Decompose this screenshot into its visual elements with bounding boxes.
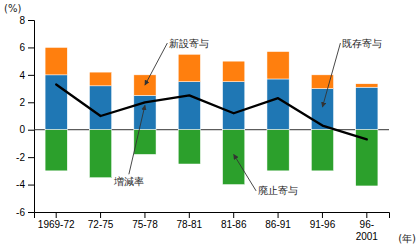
bar (45, 47, 67, 74)
bar (134, 130, 156, 155)
bar (311, 89, 333, 130)
y-tick-mark (28, 102, 34, 103)
y-tick-mark (28, 75, 34, 76)
y-tick: 6 (19, 42, 34, 53)
y-axis: -6 -4 -2 0 2 4 6 8 (16, 15, 34, 218)
chart-container: -6 -4 -2 0 2 4 6 8 1969-72 72-75 75-78 78-81 81-86 86… (0, 0, 419, 248)
bar (178, 130, 200, 164)
x-tick-label-line: 86-91 (265, 219, 291, 230)
x-tick-mark (278, 212, 279, 218)
y-tick: 2 (19, 97, 34, 108)
x-tick-label-line: 1969-72 (38, 219, 75, 230)
y-tick-label: 2 (19, 97, 25, 108)
x-tick-label: 96-2001 (356, 219, 379, 242)
bar (223, 130, 245, 185)
y-tick-mark (28, 212, 34, 213)
x-tick-mark (56, 212, 57, 218)
y-axis-label: (%) (4, 3, 21, 14)
x-tick: 72-75 (88, 212, 114, 230)
x-tick: 81-86 (221, 212, 247, 230)
bar (89, 130, 111, 178)
x-tick-label-line: 75-78 (132, 219, 158, 230)
x-axis: 1969-72 72-75 75-78 78-81 81-86 86-91 91-96 96-… (35, 212, 390, 242)
bar (311, 75, 333, 89)
line (56, 84, 367, 139)
x-tick: 1969-72 (38, 212, 75, 230)
x-tick-label-line: 78-81 (177, 219, 203, 230)
bar (356, 84, 378, 87)
y-tick: -2 (16, 152, 34, 163)
annotations: 新設寄与 既存寄与廃止寄与 増減率 (113, 38, 383, 197)
x-tick: 78-81 (177, 212, 203, 230)
y-tick: -4 (16, 179, 34, 190)
x-tick-label: 78-81 (177, 219, 203, 230)
x-tick-label-line: 2001 (356, 231, 379, 242)
x-tick-label-line: 81-86 (221, 219, 247, 230)
y-tick-mark (28, 157, 34, 158)
y-tick: 4 (19, 70, 34, 81)
bar (267, 52, 289, 79)
x-tick: 75-78 (132, 212, 158, 230)
x-tick: 91-96 (310, 212, 336, 230)
x-tick-mark (189, 212, 190, 218)
y-tick: -6 (16, 207, 34, 218)
x-tick-mark (322, 212, 323, 218)
x-tick-mark (233, 212, 234, 218)
annotation-arrow (145, 43, 167, 85)
y-tick-mark (28, 20, 34, 21)
x-tick-mark (366, 212, 367, 218)
bar-series (45, 130, 378, 186)
annotation-arrow (322, 43, 340, 107)
annotation-text: 増減率 (113, 176, 144, 187)
bar (45, 75, 67, 130)
x-tick-label: 75-78 (132, 219, 158, 230)
annotation-arrow (234, 154, 256, 190)
x-tick-label: 86-91 (265, 219, 291, 230)
annotation-arrow (129, 105, 145, 174)
x-tick-label-line: 72-75 (88, 219, 114, 230)
y-tick-label: -6 (16, 207, 25, 218)
bar (89, 86, 111, 130)
y-tick-mark (28, 47, 34, 48)
data-marks (34, 47, 389, 186)
x-tick-label: 1969-72 (38, 219, 75, 230)
y-tick: 8 (19, 15, 34, 26)
bar (223, 82, 245, 130)
x-tick-label-line: 96- (360, 219, 374, 230)
bar (311, 130, 333, 171)
x-tick: 96-2001 (356, 212, 379, 242)
y-tick-label: -2 (16, 152, 25, 163)
bar (89, 72, 111, 86)
y-tick-label: 8 (19, 15, 25, 26)
bar (356, 87, 378, 130)
y-tick-label: 0 (19, 124, 25, 135)
bar (267, 79, 289, 130)
y-tick: 0 (19, 124, 34, 135)
y-tick-label: 4 (19, 70, 25, 81)
x-tick-label-line: 91-96 (310, 219, 336, 230)
bar (178, 82, 200, 130)
x-axis-label: (年) (398, 233, 416, 244)
bar (223, 61, 245, 82)
annotation-text: 廃止寄与 (258, 185, 298, 196)
x-tick-mark (100, 212, 101, 218)
x-tick-label: 72-75 (88, 219, 114, 230)
x-tick-label: 91-96 (310, 219, 336, 230)
bar (45, 130, 67, 171)
x-axis-line (35, 213, 390, 219)
bar (178, 54, 200, 81)
x-tick-label: 81-86 (221, 219, 247, 230)
y-tick-mark (28, 130, 34, 131)
bar (267, 130, 289, 171)
annotation-text: 新設寄与 (169, 38, 209, 49)
y-tick-label: 6 (19, 42, 25, 53)
y-tick-mark (28, 185, 34, 186)
plot-area: -6 -4 -2 0 2 4 6 8 1969-72 72-75 75-78 78-81 81-86 86… (16, 15, 389, 242)
chart-svg: -6 -4 -2 0 2 4 6 8 1969-72 72-75 75-78 78-81 81-86 86… (0, 0, 419, 248)
x-tick: 86-91 (265, 212, 291, 230)
annotation-text: 既存寄与 (342, 38, 382, 49)
x-tick-mark (144, 212, 145, 218)
y-axis-line (28, 21, 35, 213)
y-tick-label: -4 (16, 179, 25, 190)
